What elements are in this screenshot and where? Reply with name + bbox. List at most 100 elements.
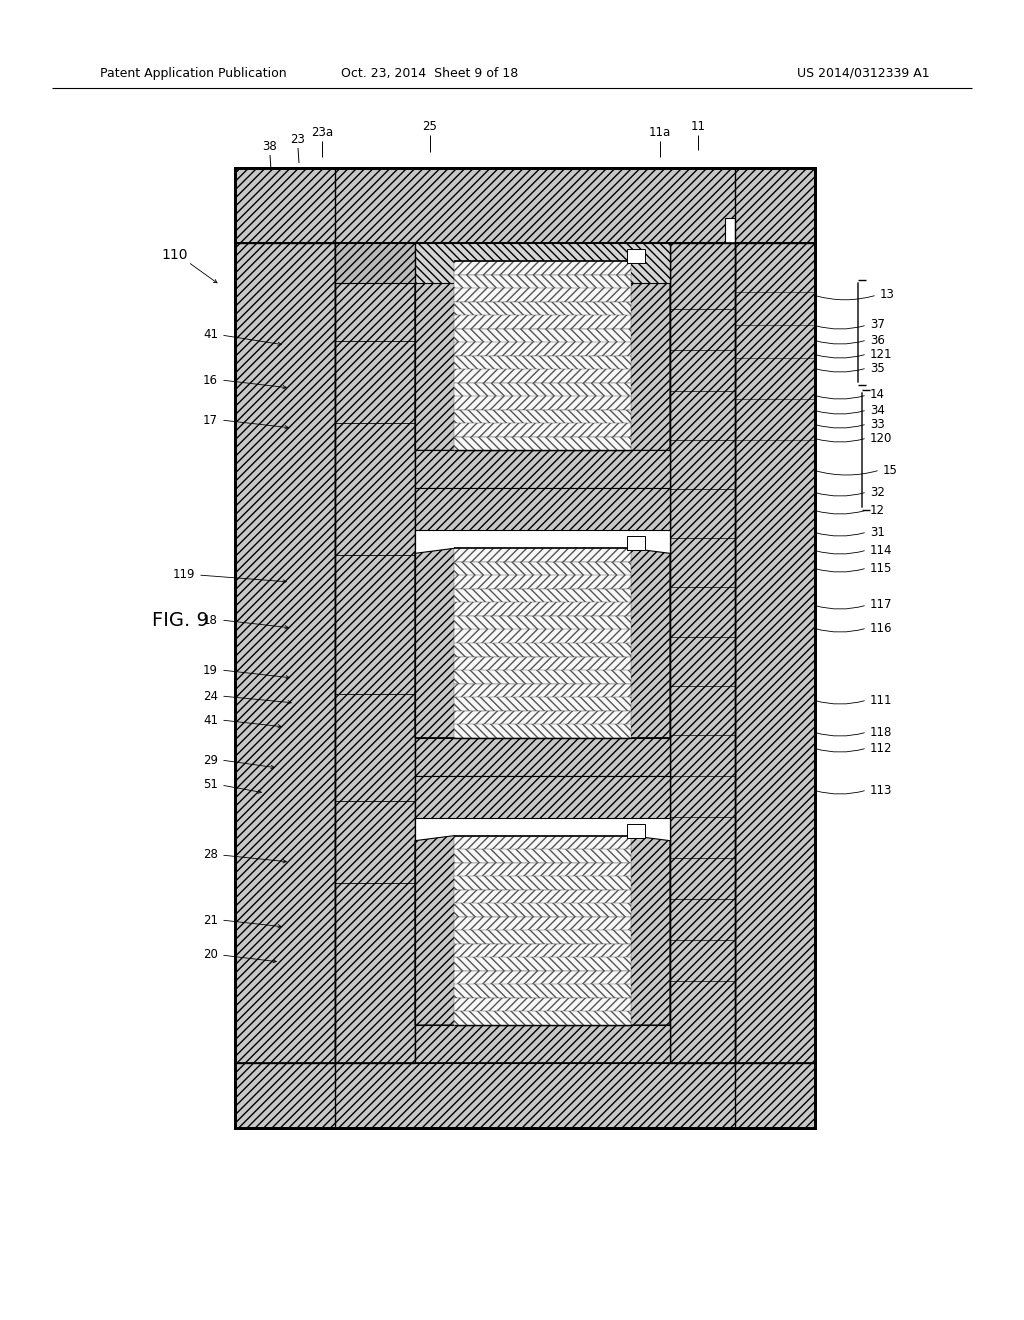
Bar <box>335 243 415 1063</box>
Text: Oct. 23, 2014  Sheet 9 of 18: Oct. 23, 2014 Sheet 9 of 18 <box>341 66 518 79</box>
Bar <box>454 261 631 275</box>
Text: 20: 20 <box>203 949 218 961</box>
Bar <box>415 738 670 776</box>
Bar <box>454 437 631 451</box>
Bar <box>454 931 631 944</box>
Bar <box>454 972 631 985</box>
Bar <box>454 342 631 356</box>
Bar <box>454 630 631 644</box>
Bar <box>454 985 631 998</box>
Bar <box>454 383 631 397</box>
Bar <box>454 301 631 315</box>
Polygon shape <box>615 548 670 738</box>
Polygon shape <box>415 836 470 1026</box>
Text: 18: 18 <box>203 614 218 627</box>
Text: 24: 24 <box>203 689 218 702</box>
Bar <box>454 288 631 302</box>
Bar <box>454 671 631 684</box>
Bar <box>454 903 631 917</box>
Text: 38: 38 <box>262 140 278 153</box>
Text: 25: 25 <box>423 120 437 133</box>
Text: 28: 28 <box>203 849 218 862</box>
Text: FIG. 9: FIG. 9 <box>152 610 209 630</box>
Bar <box>234 1063 815 1129</box>
Text: 120: 120 <box>870 432 892 445</box>
Bar <box>415 243 670 282</box>
Text: 23a: 23a <box>311 125 333 139</box>
Text: 29: 29 <box>203 754 218 767</box>
Bar <box>454 917 631 931</box>
Bar <box>454 836 631 850</box>
Bar <box>454 562 631 576</box>
Text: 13: 13 <box>880 289 895 301</box>
Bar <box>415 776 670 817</box>
Bar <box>454 656 631 671</box>
Bar <box>454 944 631 958</box>
Bar <box>454 424 631 437</box>
Bar <box>234 243 335 1063</box>
Polygon shape <box>615 261 670 450</box>
Text: 118: 118 <box>870 726 892 738</box>
Bar <box>454 710 631 725</box>
Bar <box>735 243 815 1063</box>
Text: 111: 111 <box>870 693 893 706</box>
Text: Patent Application Publication: Patent Application Publication <box>100 66 287 79</box>
Text: 117: 117 <box>870 598 893 611</box>
Text: 112: 112 <box>870 742 893 755</box>
Text: 121: 121 <box>870 347 893 360</box>
Text: 119: 119 <box>172 569 195 582</box>
Bar <box>415 1026 670 1063</box>
Bar <box>454 863 631 876</box>
Bar <box>415 488 670 531</box>
Text: 116: 116 <box>870 622 893 635</box>
Bar <box>454 1011 631 1026</box>
Bar <box>627 536 645 550</box>
Text: 11a: 11a <box>649 125 671 139</box>
Bar <box>454 616 631 630</box>
Bar <box>454 355 631 370</box>
Bar <box>415 243 670 1063</box>
Text: 51: 51 <box>203 779 218 792</box>
Text: 36: 36 <box>870 334 885 346</box>
Bar <box>454 890 631 904</box>
Bar <box>454 957 631 972</box>
Bar <box>454 876 631 890</box>
Text: 23: 23 <box>291 133 305 147</box>
Bar <box>234 168 815 243</box>
Bar <box>335 243 735 1063</box>
Text: 32: 32 <box>870 486 885 499</box>
Polygon shape <box>615 836 670 1026</box>
Text: 11: 11 <box>690 120 706 133</box>
Bar <box>454 998 631 1012</box>
Bar <box>454 684 631 697</box>
Bar <box>454 329 631 343</box>
Text: 31: 31 <box>870 525 885 539</box>
Bar <box>234 168 815 1129</box>
Text: 41: 41 <box>203 329 218 342</box>
Text: 110: 110 <box>162 248 188 261</box>
Text: 19: 19 <box>203 664 218 676</box>
Bar <box>234 168 815 1129</box>
Bar <box>454 548 631 562</box>
Text: 12: 12 <box>870 503 885 516</box>
Bar <box>670 243 735 1063</box>
Text: 41: 41 <box>203 714 218 726</box>
Bar <box>415 450 670 488</box>
Bar <box>454 643 631 657</box>
Text: 37: 37 <box>870 318 885 331</box>
Bar <box>454 849 631 863</box>
Text: 115: 115 <box>870 561 892 574</box>
Text: US 2014/0312339 A1: US 2014/0312339 A1 <box>798 66 930 79</box>
Text: 33: 33 <box>870 417 885 430</box>
Bar <box>454 589 631 603</box>
Text: 34: 34 <box>870 404 885 417</box>
Text: 16: 16 <box>203 374 218 387</box>
Bar <box>454 725 631 738</box>
Text: 21: 21 <box>203 913 218 927</box>
Polygon shape <box>415 261 470 450</box>
Text: 113: 113 <box>870 784 892 796</box>
Bar <box>454 275 631 289</box>
Text: 15: 15 <box>883 463 898 477</box>
Bar <box>454 602 631 616</box>
Bar <box>454 315 631 329</box>
